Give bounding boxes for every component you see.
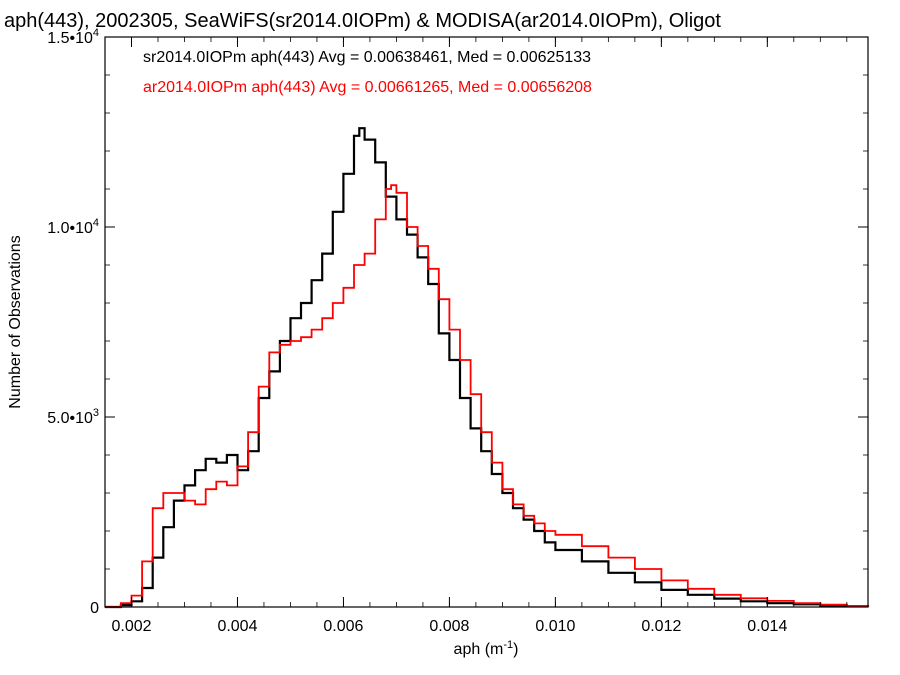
x-axis: 0.002 0.004 0.006 0.008 0.010 0.012 0.014	[104, 37, 848, 635]
y-tick-label: 5.0•103	[47, 407, 99, 427]
y-axis: 0 5.0•103 1.0•104 1.5•104	[47, 27, 868, 617]
annotation-sr2014: sr2014.0IOPm aph(443) Avg = 0.00638461, …	[143, 49, 591, 66]
chart-title: aph(443), 2002305, SeaWiFS(sr2014.0IOPm)…	[4, 10, 721, 32]
x-tick-label: 0.008	[429, 618, 469, 635]
x-axis-label-tail: )	[513, 641, 518, 658]
x-tick-label: 0.014	[747, 618, 787, 635]
series-layer	[105, 127, 870, 609]
series-line-1	[105, 184, 869, 608]
x-tick-label: 0.006	[323, 618, 363, 635]
x-axis-label-sup: -1	[503, 639, 513, 651]
x-axis-label-main: aph (m	[454, 641, 504, 658]
x-axis-label: aph (m-1)	[454, 639, 519, 658]
plot-frame	[104, 36, 869, 608]
x-tick-label: 0.004	[217, 618, 257, 635]
x-tick-label: 0.010	[535, 618, 575, 635]
y-axis-label: Number of Observations	[7, 235, 24, 408]
x-tick-label: 0.012	[641, 618, 681, 635]
series-line-0	[105, 127, 870, 609]
x-tick-label: 0.002	[111, 618, 151, 635]
y-tick-label: 1.5•104	[47, 27, 99, 47]
y-tick-label: 0	[90, 600, 99, 617]
annotation-ar2014: ar2014.0IOPm aph(443) Avg = 0.00661265, …	[143, 79, 592, 96]
y-tick-label: 1.0•104	[47, 217, 99, 237]
